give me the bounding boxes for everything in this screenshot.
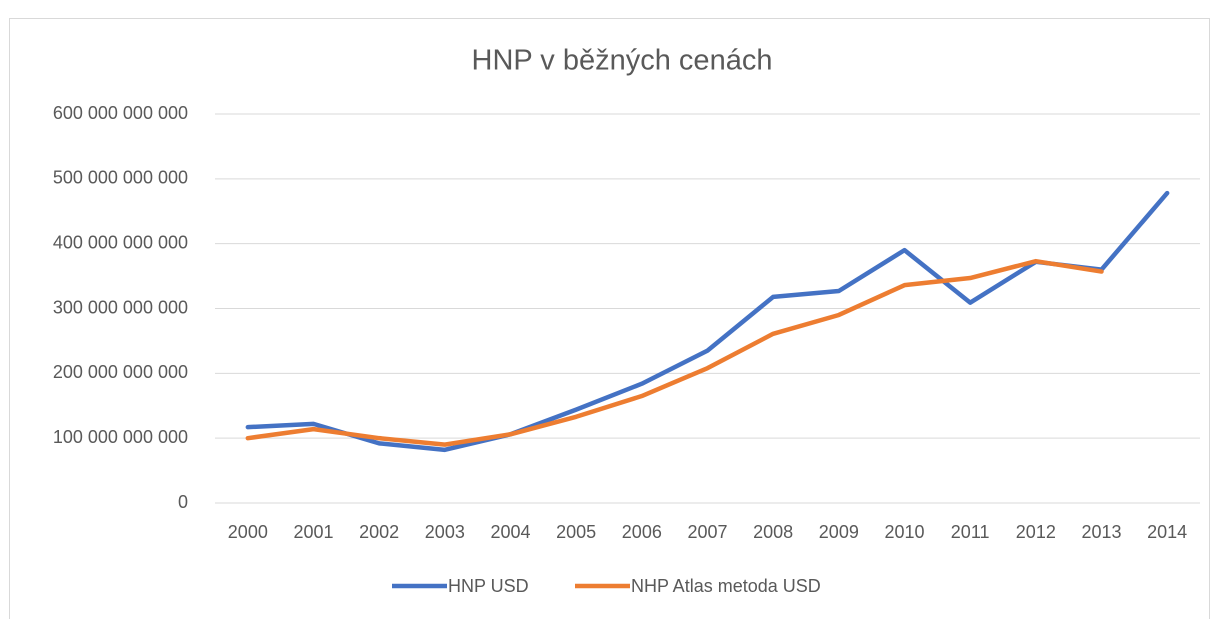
y-tick-label: 100 000 000 000: [53, 427, 188, 447]
x-tick-label: 2000: [228, 522, 268, 542]
chart-border: [9, 18, 1210, 619]
x-tick-label: 2008: [753, 522, 793, 542]
legend-label: NHP Atlas metoda USD: [631, 576, 821, 596]
x-tick-label: 2011: [951, 522, 990, 542]
x-tick-label: 2001: [293, 522, 333, 542]
x-tick-label: 2009: [819, 522, 859, 542]
x-tick-label: 2010: [884, 522, 924, 542]
y-tick-label: 0: [178, 492, 188, 512]
x-tick-label: 2013: [1081, 522, 1121, 542]
x-tick-label: 2002: [359, 522, 399, 542]
x-tick-label: 2006: [622, 522, 662, 542]
x-tick-label: 2003: [425, 522, 465, 542]
y-tick-label: 400 000 000 000: [53, 232, 188, 252]
legend-label: HNP USD: [448, 576, 529, 596]
series-line: [245, 258, 1104, 447]
x-tick-label: 2007: [687, 522, 727, 542]
y-tick-label: 500 000 000 000: [53, 168, 188, 188]
x-tick-label: 2014: [1147, 522, 1187, 542]
y-tick-label: 600 000 000 000: [53, 103, 188, 123]
chart-title: HNP v běžných cenách: [472, 45, 773, 77]
series-line: [245, 190, 1170, 453]
y-tick-label: 200 000 000 000: [53, 362, 188, 382]
x-tick-label: 2012: [1016, 522, 1056, 542]
y-tick-label: 300 000 000 000: [53, 297, 188, 317]
x-tick-label: 2005: [556, 522, 596, 542]
x-tick-label: 2004: [490, 522, 530, 542]
